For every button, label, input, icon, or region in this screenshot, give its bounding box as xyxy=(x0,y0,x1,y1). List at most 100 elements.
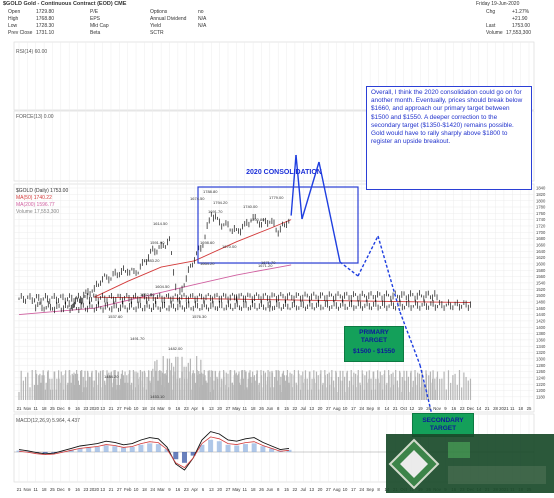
price-label: 1583.20 xyxy=(145,258,160,263)
x-tick-label: May xyxy=(232,406,241,411)
volume-bar xyxy=(117,385,118,400)
volume-bar xyxy=(417,373,418,400)
volume-bar xyxy=(87,373,88,400)
volume-bar xyxy=(236,375,237,400)
macd-histogram-bar xyxy=(147,443,152,452)
volume-bar xyxy=(207,383,208,400)
price-label: 1604.50 xyxy=(155,284,170,289)
price-label: 1453.10 xyxy=(150,394,165,399)
x-tick-label: 19 xyxy=(418,406,423,411)
volume-bar xyxy=(399,373,400,400)
volume-bar xyxy=(131,390,132,400)
volume-bar xyxy=(380,372,381,400)
volume-bar xyxy=(261,392,262,400)
force-label: FORCE(13) 0.00 xyxy=(16,114,54,120)
y-tick-label: 1740 xyxy=(536,217,546,222)
volume-bar xyxy=(232,383,233,400)
x-tick-label: 6 xyxy=(202,487,205,492)
x-tick-label: 15 xyxy=(284,487,289,492)
volume-bar xyxy=(234,375,235,400)
y-tick-label: 1340 xyxy=(536,344,546,349)
volume-bar xyxy=(125,383,126,400)
volume-bar xyxy=(265,381,266,400)
volume-bar xyxy=(127,383,128,400)
macd-histogram-bar xyxy=(86,448,91,452)
volume-bar xyxy=(428,375,429,400)
x-tick-label: Feb xyxy=(124,487,132,492)
volume-bar xyxy=(280,385,281,400)
volume-bar xyxy=(119,385,120,400)
x-tick-label: Dec xyxy=(467,406,475,411)
volume-bar xyxy=(148,370,149,400)
x-tick-label: 10 xyxy=(343,406,348,411)
x-tick-label: 2020 xyxy=(89,406,99,411)
y-tick-label: 1600 xyxy=(536,262,546,267)
volume-bar xyxy=(79,385,80,400)
volume-bar xyxy=(289,373,290,400)
x-tick-label: 21 xyxy=(393,406,398,411)
macd-histogram-bar xyxy=(260,446,265,452)
x-tick-label: 11 xyxy=(510,406,515,411)
x-tick-label: 11 xyxy=(33,406,38,411)
volume-bar xyxy=(196,356,197,400)
volume-bar xyxy=(106,377,107,400)
x-tick-label: 13 xyxy=(209,406,214,411)
price-label: 1482.00 xyxy=(168,346,183,351)
x-tick-label: Nov xyxy=(24,406,32,411)
volume-bar xyxy=(448,370,449,400)
volume-bar xyxy=(54,372,55,400)
volume-bar xyxy=(89,377,90,400)
volume-bar xyxy=(314,379,315,400)
y-tick-label: 1280 xyxy=(536,363,546,368)
x-tick-label: Jul xyxy=(301,487,307,492)
volume-bar xyxy=(446,389,447,400)
y-tick-label: 1680 xyxy=(536,236,546,241)
price-label: 1670.00 xyxy=(222,244,237,249)
volume-bar xyxy=(167,359,168,400)
volume-bar xyxy=(468,381,469,400)
x-tick-label: 13 xyxy=(209,487,214,492)
y-tick-label: 1640 xyxy=(536,249,546,254)
volume-bar xyxy=(171,363,172,400)
rsi-label: RSI(14) 60.00 xyxy=(16,49,47,55)
volume-bar xyxy=(250,377,251,400)
y-tick-label: 1400 xyxy=(536,325,546,330)
volume-bar xyxy=(309,372,310,400)
volume-bar xyxy=(327,374,328,400)
volume-bar xyxy=(129,370,130,400)
y-tick-label: 1540 xyxy=(536,281,546,286)
x-tick-label: Aug xyxy=(333,487,341,492)
volume-bar xyxy=(123,375,124,400)
volume-bar xyxy=(294,370,295,400)
x-tick-label: 26 xyxy=(259,406,264,411)
x-tick-label: 12 xyxy=(410,406,415,411)
x-tick-label: 27 xyxy=(117,487,122,492)
volume-legend: Volume 17,553,300 xyxy=(16,209,59,215)
x-tick-label: 17 xyxy=(351,406,356,411)
volume-bar xyxy=(50,390,51,400)
volume-bar xyxy=(329,385,330,400)
x-tick-label: 10 xyxy=(134,487,139,492)
volume-bar xyxy=(146,390,147,400)
volume-bar xyxy=(432,370,433,400)
x-tick-label: 13 xyxy=(309,487,314,492)
x-tick-label: 27 xyxy=(226,487,231,492)
x-tick-label: Dec xyxy=(57,406,65,411)
x-tick-label: Apr xyxy=(191,487,198,492)
volume-bar xyxy=(194,373,195,400)
x-tick-label: 23 xyxy=(83,487,88,492)
x-tick-label: 25 xyxy=(50,487,55,492)
volume-bar xyxy=(263,371,264,400)
volume-bar xyxy=(300,375,301,400)
volume-bar xyxy=(198,371,199,400)
volume-bar xyxy=(65,370,66,400)
y-tick-label: 1720 xyxy=(536,224,546,229)
volume-bar xyxy=(470,379,471,400)
volume-bar xyxy=(375,379,376,400)
volume-bar xyxy=(454,374,455,400)
volume-bar xyxy=(52,390,53,400)
volume-bar xyxy=(227,390,228,400)
volume-bar xyxy=(364,375,365,400)
x-tick-label: Nov xyxy=(433,406,441,411)
volume-bar xyxy=(273,387,274,400)
